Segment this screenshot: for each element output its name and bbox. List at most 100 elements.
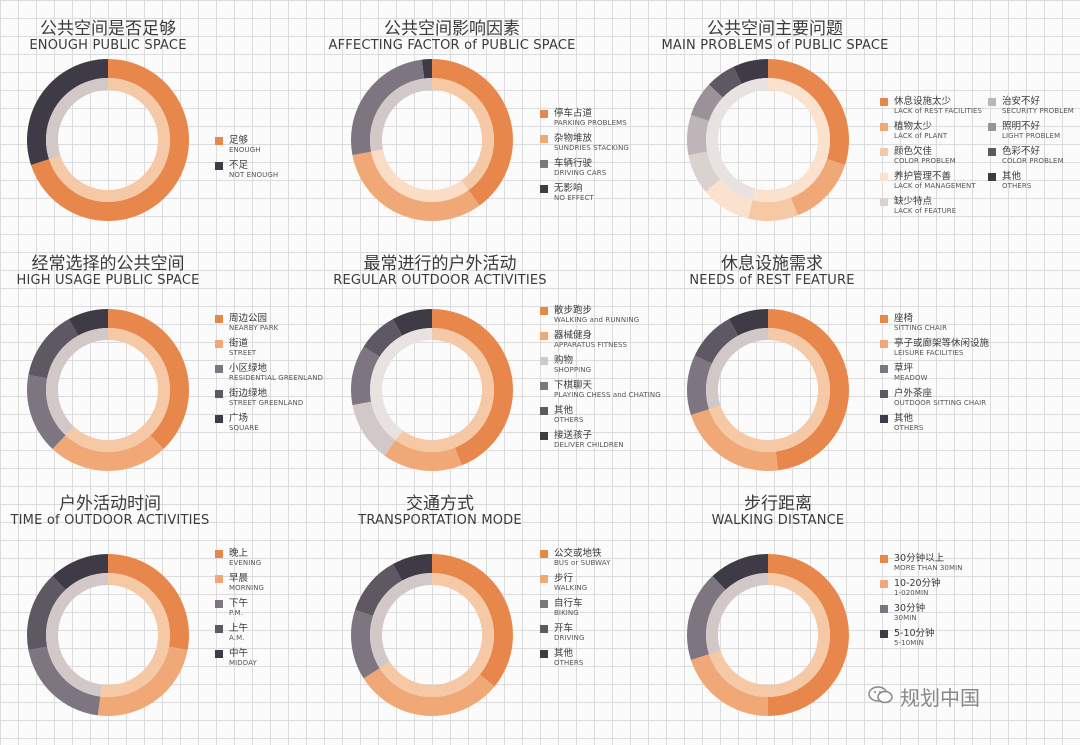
chart-title: 公共空间影响因素: [384, 19, 520, 39]
legend-label-en: COLOR PROBLEM: [894, 157, 956, 165]
outer-slice-2: [747, 197, 798, 221]
chart-panel-8: 步行距离 WALKING DISTANCE 30分钟以上 MORE THAN 30MI…: [687, 475, 1080, 720]
legend-label-cn: 亭子或廊架等休闲设施: [894, 338, 990, 349]
legend-label-en: SECURITY PROBLEM: [1002, 107, 1074, 115]
legend-label-cn: 5-10分钟: [894, 628, 935, 639]
legend-swatch: [540, 160, 548, 168]
chart-panel-4: 最常进行的户外活动 REGULAR OUTDOOR ACTIVITIES 散步跑步 W…: [333, 235, 720, 480]
legend-entry: 下棋聊天 PLAYING CHESS and CHATING: [540, 380, 661, 405]
legend-entry: 上午 A.M.: [215, 623, 264, 648]
legend-label-cn: 色彩不好: [1002, 146, 1041, 157]
chart-panel-7: 交通方式 TRANSPORTATION MODE 公交或地铁 BUS or SUBWA…: [351, 475, 720, 720]
legend-label-cn: 无影响: [554, 183, 583, 194]
legend-swatch: [540, 332, 548, 340]
legend-swatch: [880, 198, 888, 206]
outer-slice-1: [26, 59, 109, 166]
legend-label-en: OTHERS: [1002, 182, 1032, 190]
chart-title: 户外活动时间: [59, 494, 161, 514]
legend-entry: 其他 OTHERS: [880, 413, 989, 438]
donut-chart: [27, 554, 190, 716]
legend-label-cn: 颜色欠佳: [894, 146, 933, 157]
legend-swatch: [880, 98, 888, 106]
legend-swatch: [880, 415, 888, 423]
legend: 停车占道 PARKING PROBLEMS 杂物堆放 SUNDRIES STACKIN…: [540, 108, 629, 208]
legend-swatch: [988, 123, 996, 131]
legend-label-cn: 广场: [229, 413, 249, 424]
inner-slice-1: [45, 573, 108, 697]
chart-subtitle: ENOUGH PUBLIC SPACE: [29, 38, 187, 53]
legend-entry: 户外茶座 OUTDOOR SITTING CHAIR: [880, 388, 989, 413]
legend-entry: 周边公园 NEARBY PARK: [215, 313, 323, 338]
legend-entry: 停车占道 PARKING PROBLEMS: [540, 108, 629, 133]
legend-entry: 照明不好 LIGHT PROBLEM: [988, 121, 1060, 146]
legend-label-en: NOT ENOUGH: [229, 171, 279, 179]
legend-label-cn: 照明不好: [1002, 121, 1041, 132]
legend-label-en: DELIVER CHILDREN: [554, 441, 624, 449]
legend-label-cn: 其他: [554, 405, 574, 416]
inner-slice-0: [100, 573, 170, 697]
outer-slice-2: [352, 401, 396, 456]
chart-title: 公共空间是否足够: [40, 19, 176, 39]
inner-slice-1: [706, 78, 768, 201]
legend-swatch: [215, 137, 223, 145]
donut-chart: [351, 554, 513, 716]
legend-entry: 购物 SHOPPING: [540, 355, 661, 380]
legend-label-en: LACK of PLANT: [894, 132, 948, 140]
legend-entry: 其他 OTHERS: [540, 405, 661, 430]
legend-entry: 下午 P.M.: [215, 598, 264, 623]
legend-swatch: [215, 340, 223, 348]
legend-label-en: DRIVING CARS: [554, 169, 607, 177]
outer-slice-3: [421, 59, 432, 79]
legend-swatch: [215, 390, 223, 398]
legend-label-en: NO EFFECT: [554, 194, 594, 202]
legend-swatch: [540, 307, 548, 315]
outer-slice-1: [97, 646, 188, 716]
legend-entry: 街边绿地 STREET GREENLAND: [215, 388, 323, 413]
legend-swatch: [215, 365, 223, 373]
chart-panel-0: 公共空间是否足够 ENOUGH PUBLIC SPACE 足够 ENOUGH 不足 NOT…: [0, 0, 360, 245]
legend-label-en: APPARATUS FITNESS: [554, 341, 628, 349]
legend-label-cn: 其他: [894, 413, 914, 424]
chart-title: 休息设施需求: [721, 254, 823, 274]
legend-label-en: PLAYING CHESS and CHATING: [554, 391, 661, 399]
inner-slice-0: [752, 78, 831, 203]
legend-label-cn: 缺少特点: [894, 196, 933, 207]
legend-entry: 足够 ENOUGH: [215, 135, 278, 160]
inner-slice-1: [706, 328, 768, 410]
chart-title: 步行距离: [744, 494, 812, 514]
legend: 足够 ENOUGH 不足 NOT ENOUGH: [215, 135, 278, 185]
legend-label-en: LACK of FEATURE: [894, 207, 957, 215]
legend-swatch: [215, 600, 223, 608]
legend-label-cn: 户外茶座: [894, 388, 933, 399]
outer-slice-3: [27, 575, 66, 651]
inner-slice-1: [370, 328, 432, 441]
outer-slice-1: [363, 668, 495, 716]
outer-slice-1: [690, 654, 768, 716]
legend-swatch: [540, 625, 548, 633]
legend-entry: 步行 WALKING: [540, 573, 610, 598]
legend-label-en: SITTING CHAIR: [894, 324, 948, 332]
outer-slice-0: [432, 554, 513, 687]
legend-entry: 座椅 SITTING CHAIR: [880, 313, 989, 338]
chart-subtitle: TRANSPORTATION MODE: [358, 513, 522, 528]
outer-slice-4: [392, 554, 432, 581]
legend-swatch: [880, 630, 888, 638]
legend-swatch: [540, 550, 548, 558]
legend-label-cn: 晚上: [229, 548, 249, 559]
legend-label-cn: 器械健身: [554, 330, 593, 341]
legend-label-cn: 周边公园: [229, 313, 268, 324]
outer-slice-4: [52, 554, 108, 590]
outer-slice-2: [26, 374, 66, 450]
chart-panel-6: 户外活动时间 TIME of OUTDOOR ACTIVITIES 晚上 EVENIN…: [0, 475, 360, 720]
outer-slice-1: [690, 409, 779, 471]
legend-entry: 色彩不好 COLOR PROBLEM: [988, 146, 1064, 171]
inner-slice-0: [395, 328, 494, 452]
legend-label-cn: 座椅: [894, 313, 914, 324]
legend-swatch: [880, 340, 888, 348]
legend-swatch: [880, 555, 888, 563]
watermark-text: 规划中国: [900, 686, 980, 710]
legend-entry: 开车 DRIVING: [540, 623, 610, 648]
chart-title: 公共空间主要问题: [707, 19, 843, 39]
donut-chart: [351, 309, 513, 471]
legend-label-cn: 下棋聊天: [554, 380, 593, 391]
